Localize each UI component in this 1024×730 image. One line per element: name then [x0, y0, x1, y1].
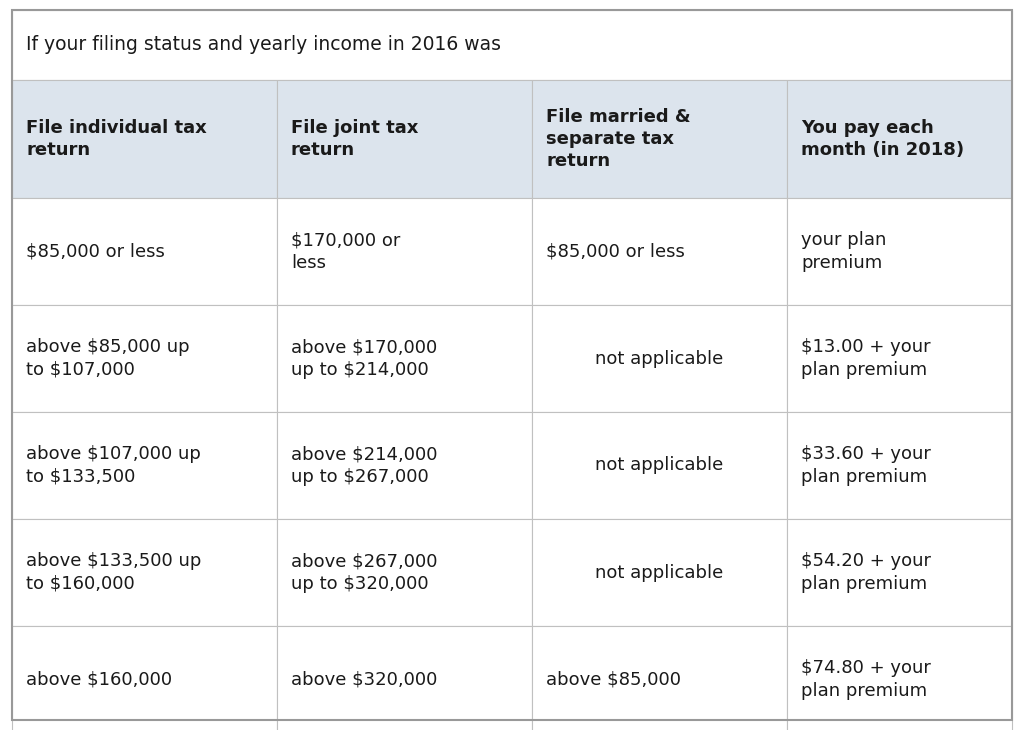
Text: $85,000 or less: $85,000 or less [26, 242, 165, 261]
Bar [532, 519, 787, 626]
Text: not applicable: not applicable [595, 456, 724, 474]
Bar [787, 198, 1012, 305]
Text: above $170,000
up to $214,000: above $170,000 up to $214,000 [291, 339, 437, 379]
Text: If your filing status and yearly income in 2016 was: If your filing status and yearly income … [26, 36, 501, 55]
Bar [278, 80, 532, 198]
Bar [12, 10, 1012, 80]
Text: above $85,000 up
to $107,000: above $85,000 up to $107,000 [26, 339, 189, 379]
Bar [278, 412, 532, 519]
Text: above $160,000: above $160,000 [26, 670, 172, 688]
Text: above $320,000: above $320,000 [291, 670, 437, 688]
Bar [532, 412, 787, 519]
Bar [12, 80, 278, 198]
Bar [787, 80, 1012, 198]
Bar [12, 198, 278, 305]
Bar [12, 305, 278, 412]
Text: above $133,500 up
to $160,000: above $133,500 up to $160,000 [26, 553, 202, 593]
Text: $170,000 or
less: $170,000 or less [291, 231, 400, 272]
Bar [278, 198, 532, 305]
Bar [787, 412, 1012, 519]
Bar [12, 626, 278, 730]
Bar [12, 412, 278, 519]
Text: $54.20 + your
plan premium: $54.20 + your plan premium [801, 553, 931, 593]
Bar [278, 519, 532, 626]
Bar [787, 519, 1012, 626]
Bar [532, 626, 787, 730]
Text: above $107,000 up
to $133,500: above $107,000 up to $133,500 [26, 445, 201, 485]
Bar [532, 198, 787, 305]
Bar [278, 626, 532, 730]
Text: not applicable: not applicable [595, 564, 724, 582]
Text: You pay each
month (in 2018): You pay each month (in 2018) [801, 119, 965, 159]
Text: above $267,000
up to $320,000: above $267,000 up to $320,000 [291, 553, 437, 593]
Bar [532, 80, 787, 198]
Text: not applicable: not applicable [595, 350, 724, 367]
Text: $85,000 or less: $85,000 or less [546, 242, 685, 261]
Text: File joint tax
return: File joint tax return [291, 119, 419, 159]
Bar [532, 305, 787, 412]
Text: $13.00 + your
plan premium: $13.00 + your plan premium [801, 339, 931, 379]
Text: $33.60 + your
plan premium: $33.60 + your plan premium [801, 445, 931, 485]
Bar [278, 305, 532, 412]
Text: above $214,000
up to $267,000: above $214,000 up to $267,000 [291, 445, 437, 485]
Bar [787, 305, 1012, 412]
Text: File married &
separate tax
return: File married & separate tax return [546, 108, 690, 170]
Text: your plan
premium: your plan premium [801, 231, 887, 272]
Bar [12, 519, 278, 626]
Text: above $85,000: above $85,000 [546, 670, 681, 688]
Bar [787, 626, 1012, 730]
Text: File individual tax
return: File individual tax return [26, 119, 207, 159]
Text: $74.80 + your
plan premium: $74.80 + your plan premium [801, 659, 931, 699]
